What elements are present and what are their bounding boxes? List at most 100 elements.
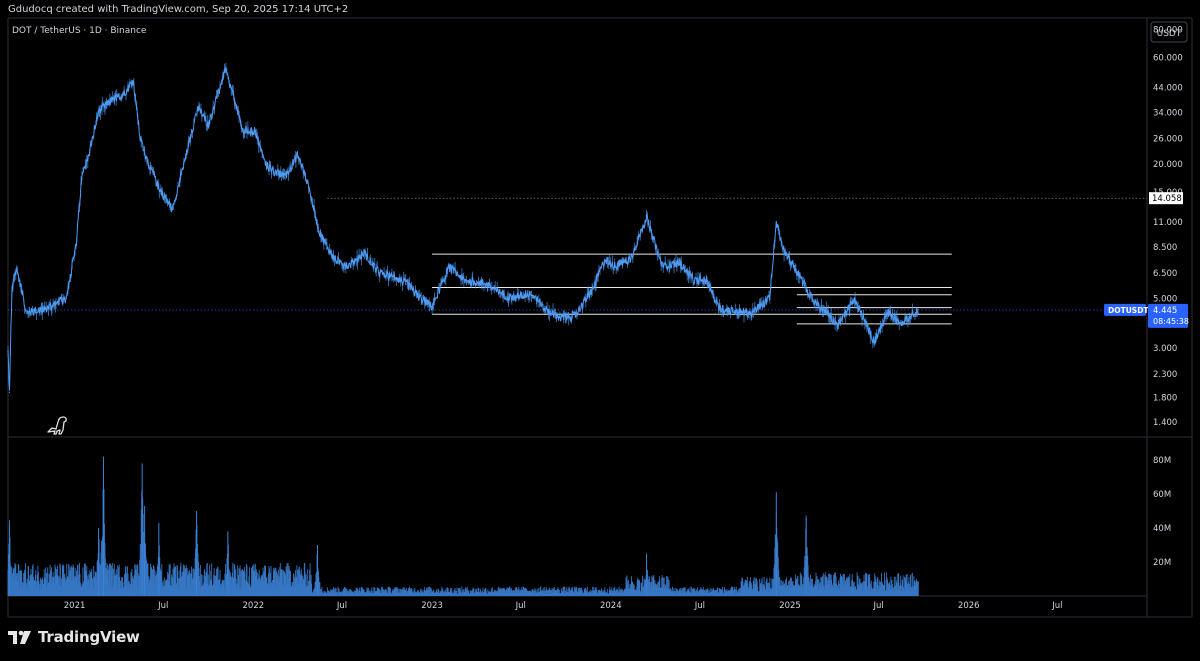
price-point	[783, 249, 785, 252]
price-point	[827, 312, 829, 314]
symbol-badge-label: DOTUSDT	[1108, 306, 1149, 315]
price-tick-label: 3.000	[1153, 344, 1177, 354]
price-point	[44, 308, 46, 310]
volume-axis[interactable]: 80M 60M 40M 20M	[1153, 456, 1171, 568]
price-point	[604, 258, 606, 260]
price-point	[768, 297, 771, 300]
time-tick-label: 2025	[779, 601, 801, 611]
price-point	[873, 341, 875, 343]
price-point	[242, 130, 244, 132]
price-point	[378, 272, 380, 274]
price-point	[80, 179, 83, 181]
price-point	[109, 101, 111, 103]
price-tick-label: 11.000	[1153, 218, 1183, 228]
price-point	[678, 262, 681, 264]
pane-borders	[7, 17, 1193, 618]
price-axis[interactable]: 80.00060.00044.00034.00026.00020.00015.0…	[1149, 25, 1183, 428]
price-tick-label: 1.800	[1153, 394, 1177, 404]
price-point	[629, 258, 632, 260]
price-tick-label: 34.000	[1153, 108, 1183, 118]
symbol-title[interactable]: DOT / TetherUS · 1D · Binance	[12, 26, 147, 36]
price-point	[448, 266, 450, 268]
price-point	[499, 292, 501, 294]
price-point	[313, 209, 315, 211]
price-point	[296, 154, 298, 156]
last-price-box	[1148, 303, 1188, 328]
currency-label: USDT	[1157, 29, 1182, 39]
price-point	[333, 258, 335, 260]
time-tick-label: Jul	[1051, 601, 1062, 611]
price-point	[132, 80, 134, 82]
price-point	[416, 294, 418, 296]
price-point	[529, 292, 531, 294]
price-tick-label: 8.500	[1153, 243, 1177, 253]
price-tick-label: 20.000	[1153, 160, 1183, 170]
time-axis[interactable]: 2021 Jul 2022 Jul 2023 Jul 2024 Jul 2025 Jul 2026 J…	[64, 601, 1063, 611]
tradingview-logo[interactable]: TradingView	[8, 628, 140, 646]
price-point	[224, 68, 226, 70]
price-point	[574, 314, 576, 316]
price-point	[144, 154, 146, 156]
volume-bars	[7, 456, 919, 596]
price-point	[544, 308, 546, 310]
price-point	[157, 185, 159, 187]
level-label-box	[1149, 192, 1183, 205]
price-tick-label: 6.500	[1153, 269, 1177, 279]
price-point	[900, 322, 902, 324]
last-price-value: 4.445	[1153, 306, 1177, 316]
price-series	[7, 62, 919, 393]
price-point	[197, 106, 199, 108]
price-point	[592, 288, 594, 290]
time-tick-label: Jul	[873, 601, 884, 611]
price-point	[7, 350, 9, 352]
price-point	[11, 288, 13, 290]
time-tick-label: 2023	[421, 601, 443, 611]
volume-tick-label: 20M	[1153, 558, 1171, 568]
price-point	[406, 283, 408, 285]
volume-tick-label: 60M	[1153, 490, 1171, 500]
dinosaur-icon[interactable]	[47, 416, 67, 435]
price-tick-label: 60.000	[1153, 53, 1183, 63]
price-point	[348, 265, 350, 267]
price-point	[277, 173, 279, 175]
price-point	[559, 317, 562, 319]
price-point	[836, 324, 839, 326]
currency-box[interactable]	[1150, 21, 1188, 43]
price-point	[264, 163, 266, 165]
price-point	[8, 391, 11, 393]
price-tick-label: 26.000	[1153, 135, 1183, 145]
tradingview-logo-icon	[8, 630, 31, 644]
price-point	[917, 309, 919, 311]
price-point	[813, 301, 816, 304]
price-point	[207, 124, 209, 126]
time-tick-label: 2026	[958, 601, 980, 611]
price-point	[306, 179, 308, 181]
price-line	[7, 66, 919, 391]
time-tick-label: Jul	[157, 601, 168, 611]
price-tick-label: 5.000	[1153, 295, 1177, 305]
price-point	[661, 265, 663, 267]
time-tick-label: Jul	[694, 601, 705, 611]
price-point	[286, 173, 288, 175]
price-point	[89, 149, 91, 151]
price-tick-label: 44.000	[1153, 83, 1183, 93]
price-point	[464, 280, 466, 282]
created-by-caption: Gdudocq created with TradingView.com, Se…	[8, 4, 349, 15]
price-point	[706, 280, 708, 282]
price-point	[853, 297, 855, 300]
chart-svg[interactable]: USDT 80.000 60.000 44.000 34.000 26.000 20.00…	[0, 0, 1200, 620]
time-tick-label: 2021	[64, 601, 86, 611]
price-point	[718, 308, 721, 310]
price-tick-label: 2.300	[1153, 370, 1177, 380]
time-tick-label: Jul	[515, 601, 526, 611]
price-point	[798, 275, 800, 277]
horizontal-levels[interactable]	[8, 197, 1147, 325]
price-point	[139, 137, 141, 140]
price-point	[98, 109, 100, 111]
price-point	[431, 306, 433, 308]
price-point	[318, 230, 320, 232]
price-point	[887, 312, 889, 314]
price-point	[26, 312, 28, 314]
price-wicks	[7, 62, 918, 371]
